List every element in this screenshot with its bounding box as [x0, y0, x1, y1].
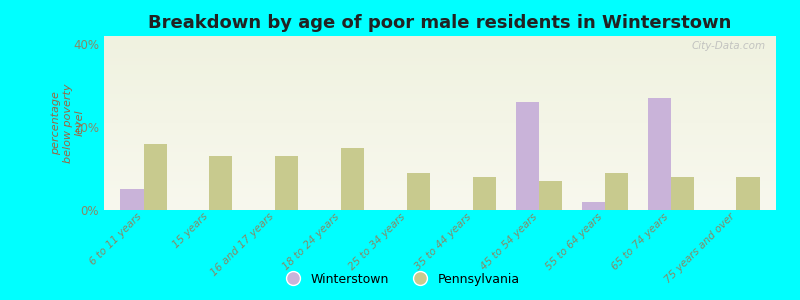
Bar [605, 173, 628, 210]
Bar [670, 177, 694, 210]
Bar [582, 202, 605, 210]
Bar [341, 148, 364, 210]
Bar [647, 98, 670, 210]
Bar [121, 189, 143, 210]
Bar [516, 102, 539, 210]
Title: Breakdown by age of poor male residents in Winterstown: Breakdown by age of poor male residents … [148, 14, 732, 32]
Legend: Winterstown, Pennsylvania: Winterstown, Pennsylvania [275, 268, 525, 291]
Bar [473, 177, 496, 210]
Bar [407, 173, 430, 210]
Bar [210, 156, 233, 210]
Y-axis label: percentage
below poverty
level: percentage below poverty level [51, 83, 84, 163]
Bar [737, 177, 759, 210]
Text: City-Data.com: City-Data.com [692, 41, 766, 51]
Bar [143, 144, 166, 210]
Bar [275, 156, 298, 210]
Bar [539, 181, 562, 210]
